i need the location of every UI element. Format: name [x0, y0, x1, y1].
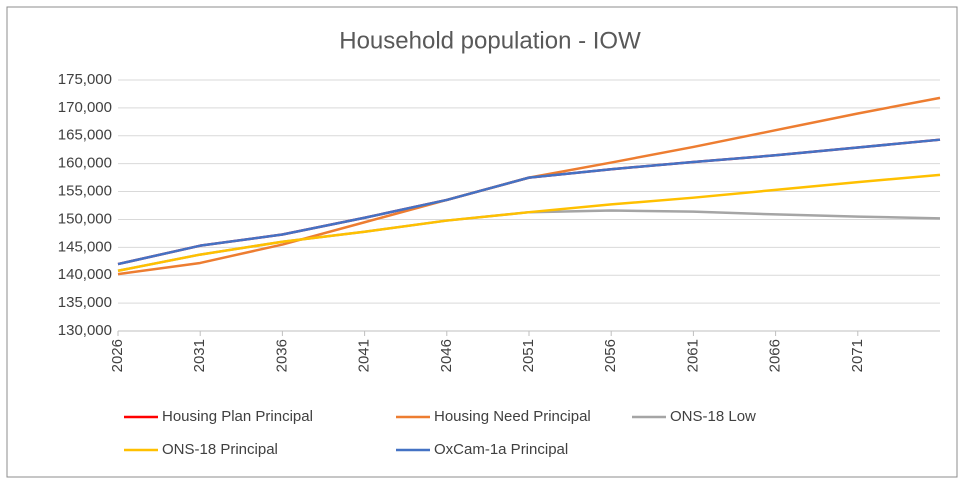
legend-label: Housing Need Principal [434, 408, 591, 425]
chart-frame [6, 6, 958, 478]
y-tick-label: 130,000 [58, 322, 112, 339]
x-tick-label: 2066 [767, 339, 784, 372]
x-tick-label: 2041 [356, 339, 373, 372]
x-tick-label: 2031 [191, 339, 208, 372]
y-tick-label: 175,000 [58, 71, 112, 88]
legend-label: ONS-18 Low [670, 408, 756, 425]
legend-label: Housing Plan Principal [162, 408, 313, 425]
x-tick-label: 2051 [520, 339, 537, 372]
chart-title: Household population - IOW [339, 27, 641, 54]
y-tick-label: 145,000 [58, 238, 112, 255]
x-tick-label: 2036 [273, 339, 290, 372]
y-tick-label: 140,000 [58, 266, 112, 283]
y-tick-label: 170,000 [58, 99, 112, 116]
series-line [117, 173, 941, 272]
y-tick-label: 150,000 [58, 210, 112, 227]
legend-label: OxCam-1a Principal [434, 441, 568, 458]
y-tick-label: 165,000 [58, 127, 112, 144]
y-tick-label: 135,000 [58, 294, 112, 311]
x-tick-label: 2056 [602, 339, 619, 372]
x-tick-label: 2046 [438, 339, 455, 372]
legend-label: ONS-18 Principal [162, 441, 278, 458]
x-tick-label: 2061 [684, 339, 701, 372]
x-tick-label: 2026 [109, 339, 126, 372]
x-tick-label: 2071 [849, 339, 866, 372]
y-tick-label: 155,000 [58, 183, 112, 200]
y-tick-label: 160,000 [58, 155, 112, 172]
series-line [117, 138, 941, 266]
